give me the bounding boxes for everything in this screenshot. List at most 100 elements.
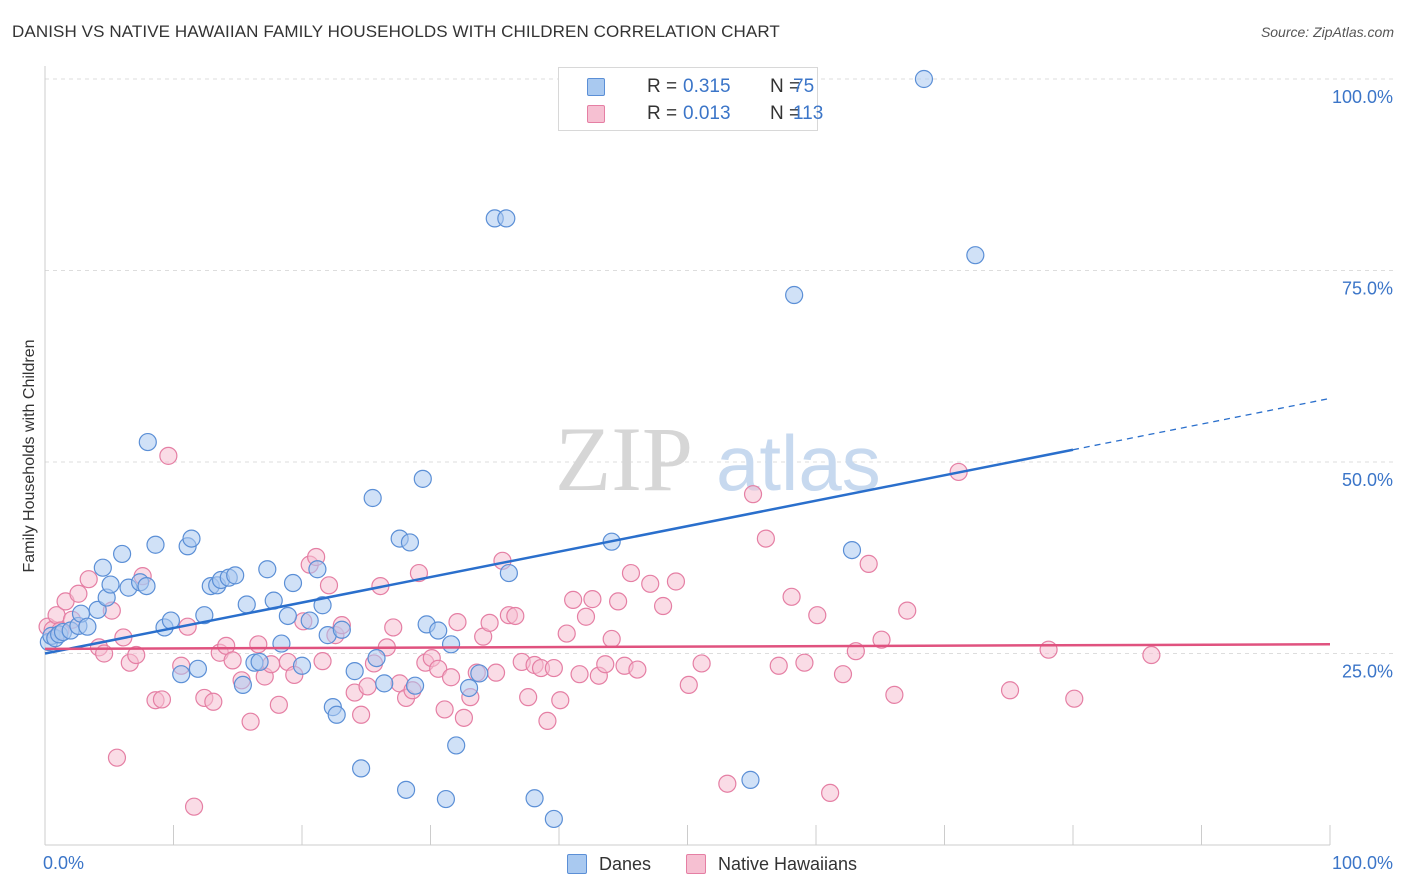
hawaiians-point-63 [480, 613, 499, 632]
x-tick-label-max: 100.0% [1332, 853, 1393, 873]
danes-point-47 [332, 620, 351, 639]
danes-point-39 [283, 573, 303, 593]
legend-item-danes[interactable]: Danes [567, 852, 651, 876]
grid-lines [45, 78, 1394, 654]
hawaiians-point-108 [1039, 640, 1058, 659]
hawaiians-trend-line [44, 643, 1331, 651]
hawaiians-n-value: 113 [793, 103, 824, 124]
danes-point-37 [272, 634, 291, 653]
hawaiians-point-110 [1142, 645, 1161, 665]
hawaiians-point-105 [898, 601, 917, 620]
hawaiians-point-104 [885, 685, 904, 704]
danes-swatch [587, 78, 605, 96]
hawaiians-legend-label: Native Hawaiians [718, 853, 858, 874]
hawaiians-point-93 [743, 485, 763, 504]
y-tick-label-0: 25.0% [1342, 662, 1393, 682]
hawaiians-points [38, 446, 1161, 816]
danes-point-46 [327, 705, 346, 724]
danes-point-54 [396, 780, 416, 799]
danes-point-40 [292, 656, 312, 675]
hawaiians-point-75 [557, 624, 576, 643]
axes [44, 66, 1331, 846]
hawaiians-point-44 [358, 677, 377, 696]
hawaiians-point-7 [79, 570, 98, 589]
y-tick-label-1: 50.0% [1342, 470, 1393, 490]
danes-point-71 [741, 770, 760, 789]
hawaiians-point-102 [859, 554, 878, 573]
danes-point-66 [497, 209, 516, 228]
hawaiians-point-88 [653, 596, 673, 616]
hawaiians-point-32 [269, 695, 288, 714]
hawaiians-point-77 [570, 665, 589, 684]
danes-point-31 [233, 675, 252, 695]
legend-row-hawaiians: R = 0.013 N = 113 [587, 102, 827, 126]
legend-row-danes: R = 0.315 N = 75 [587, 75, 827, 99]
x-tick-label-min: 0.0% [43, 853, 84, 873]
danes-point-23 [182, 529, 201, 548]
danes-point-68 [525, 789, 544, 808]
hawaiians-point-107 [1000, 681, 1020, 700]
hawaiians-point-100 [833, 665, 853, 684]
danes-point-38 [278, 606, 297, 626]
hawaiians-legend-swatch [686, 854, 706, 874]
danes-point-52 [375, 674, 394, 693]
hawaiians-point-59 [454, 708, 474, 727]
hawaiians-point-86 [628, 660, 647, 679]
danes-point-61 [441, 635, 461, 654]
danes-point-73 [842, 540, 862, 560]
hawaiians-point-29 [249, 635, 268, 654]
hawaiians-point-17 [152, 690, 172, 709]
watermark: ZIP atlas [555, 408, 881, 510]
danes-point-16 [137, 576, 156, 596]
danes-trend-line [44, 448, 1074, 655]
hawaiians-point-98 [808, 606, 827, 625]
hawaiians-point-23 [204, 692, 223, 711]
danes-point-25 [195, 606, 214, 625]
danes-point-49 [352, 759, 371, 778]
hawaiians-point-14 [127, 645, 146, 665]
legend-item-hawaiians[interactable]: Native Hawaiians [686, 852, 857, 876]
hawaiians-point-96 [782, 587, 801, 606]
danes-points [39, 69, 985, 829]
danes-r-value: 0.315 [683, 76, 731, 97]
danes-point-21 [172, 665, 191, 684]
y-tick-label-3: 100.0% [1332, 87, 1393, 107]
hawaiians-point-82 [602, 629, 621, 649]
danes-point-57 [413, 469, 432, 488]
hawaiians-point-18 [159, 446, 178, 465]
hawaiians-point-109 [1065, 689, 1084, 708]
hawaiians-point-6 [69, 584, 88, 603]
hawaiians-r-value: 0.013 [683, 103, 731, 124]
trend-lines [44, 397, 1331, 655]
danes-point-32 [237, 595, 256, 614]
correlation-legend: R = 0.315 N = 75 R = 0.013 N = 113 [558, 67, 823, 131]
hawaiians-point-58 [448, 612, 467, 632]
danes-n-label: N = [770, 76, 801, 97]
danes-point-17 [138, 432, 157, 452]
hawaiians-point-73 [544, 658, 563, 678]
hawaiians-point-72 [538, 711, 557, 731]
hawaiians-point-48 [384, 618, 403, 637]
hawaiians-point-69 [519, 688, 538, 707]
danes-point-42 [308, 560, 327, 579]
danes-n-value: 75 [793, 76, 815, 97]
danes-legend-label: Danes [599, 853, 652, 874]
hawaiians-point-81 [596, 655, 615, 674]
danes-point-69 [544, 809, 563, 829]
hawaiians-point-99 [821, 783, 840, 803]
danes-r-label: R = [647, 76, 678, 97]
danes-point-13 [112, 544, 132, 564]
danes-point-55 [400, 533, 420, 552]
y-tick-label-2: 75.0% [1342, 279, 1393, 299]
danes-point-43 [313, 596, 332, 615]
danes-point-63 [459, 678, 479, 698]
hawaiians-point-78 [576, 607, 596, 626]
hawaiians-point-38 [313, 652, 332, 671]
hawaiians-point-28 [241, 712, 260, 731]
danes-point-8 [78, 617, 97, 636]
hawaiians-point-55 [429, 659, 448, 678]
hawaiians-point-11 [107, 748, 127, 767]
danes-point-62 [447, 736, 466, 755]
hawaiians-point-57 [441, 668, 461, 687]
